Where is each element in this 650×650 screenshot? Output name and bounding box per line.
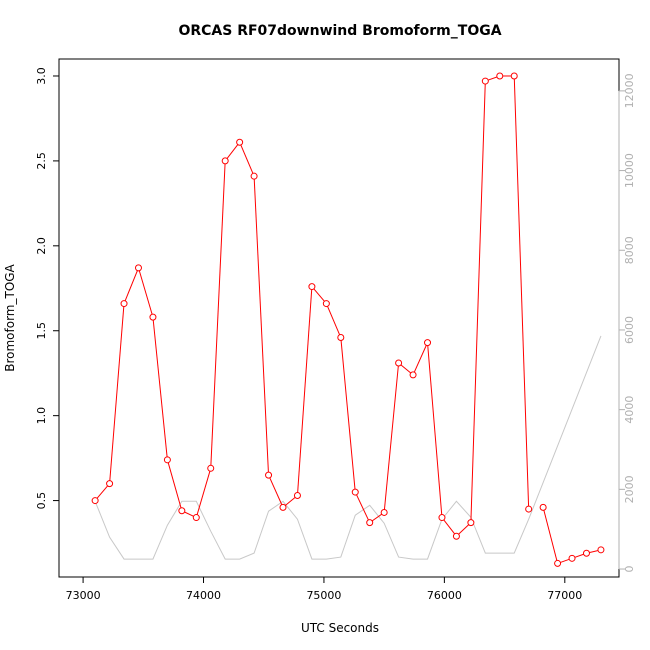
y2-tick-label: 0: [623, 566, 636, 573]
bromoform-point: [554, 559, 562, 567]
x-tick-label: 77000: [547, 589, 582, 602]
y-tick-label: 0.5: [35, 492, 48, 510]
bromoform-point: [250, 172, 258, 180]
bromoform-point: [467, 519, 475, 527]
y-tick-label: 2.0: [35, 237, 48, 255]
bromoform-point: [510, 72, 518, 80]
bromoform-line-segment: [354, 491, 371, 523]
bromoform-point: [395, 359, 403, 367]
bromoform-point: [496, 72, 504, 80]
y-tick-label: 3.0: [35, 67, 48, 85]
bromoform-line-segment: [253, 176, 270, 476]
plot-box: [58, 58, 620, 578]
bromoform-point: [380, 508, 388, 516]
x-tick-label: 74000: [186, 589, 221, 602]
bromoform-point: [293, 491, 301, 499]
bromoform-point: [207, 464, 215, 472]
bromoform-line-segment: [195, 468, 212, 518]
bromoform-point: [424, 339, 432, 347]
bromoform-point: [322, 300, 330, 308]
bromoform-line-segment: [239, 142, 255, 177]
bromoform-line-segment: [513, 75, 530, 510]
bromoform-point: [236, 138, 244, 146]
bromoform-point: [279, 503, 287, 511]
y-tick-label: 1.0: [35, 407, 48, 425]
series-layer: [91, 72, 605, 567]
bromoform-line-segment: [325, 303, 342, 338]
bromoform-point: [525, 505, 533, 513]
bromoform-point: [163, 456, 171, 464]
y-tick-label: 1.5: [35, 322, 48, 340]
altitude-series-line: [94, 335, 602, 560]
bromoform-point: [134, 264, 142, 272]
bromoform-line-segment: [340, 337, 356, 493]
bromoform-line-segment: [109, 303, 125, 484]
x-tick-label: 75000: [306, 589, 341, 602]
y-axis: 0.5 1.0 1.5 2.0 2.5 3.0: [35, 67, 60, 510]
y2-axis: 0 2000 4000 6000 8000 10000 12000: [618, 73, 636, 573]
bromoform-line-segment: [224, 141, 241, 162]
bromoform-line-segment: [542, 507, 559, 564]
bromoform-line-segment: [166, 459, 183, 511]
bromoform-point: [582, 549, 590, 557]
bromoform-point: [366, 519, 374, 527]
bromoform-point: [481, 77, 489, 85]
bromoform-line-segment: [138, 267, 154, 318]
y-tick-label: 2.5: [35, 152, 48, 170]
chart-title: ORCAS RF07downwind Bromoform_TOGA: [178, 23, 501, 39]
bromoform-line-segment: [470, 81, 486, 523]
y2-tick-label: 8000: [623, 236, 636, 264]
bromoform-line-segment: [296, 286, 313, 496]
bromoform-point: [178, 507, 186, 515]
bromoform-line-segment: [412, 342, 428, 376]
bromoform-point: [192, 514, 200, 522]
y-axis-label: Bromoform_TOGA: [3, 263, 17, 371]
bromoform-point: [568, 554, 576, 562]
bromoform-line-segment: [427, 342, 443, 518]
bromoform-point: [597, 546, 605, 554]
y2-tick-label: 2000: [623, 475, 636, 503]
bromoform-line-segment: [311, 286, 327, 304]
bromoform-line-segment: [94, 483, 110, 501]
bromoform-point: [149, 313, 157, 321]
bromoform-point: [120, 300, 128, 308]
y2-tick-label: 6000: [623, 316, 636, 344]
bromoform-point: [452, 532, 460, 540]
bromoform-line-segment: [210, 160, 226, 469]
y2-tick-label: 10000: [623, 153, 636, 188]
bromoform-point: [438, 514, 446, 522]
bromoform-point: [221, 157, 229, 165]
bromoform-point: [409, 371, 417, 379]
x-tick-label: 76000: [427, 589, 462, 602]
y2-tick-label: 12000: [623, 73, 636, 108]
x-tick-label: 73000: [66, 589, 101, 602]
bromoform-point: [91, 497, 99, 505]
y2-tick-label: 4000: [623, 396, 636, 424]
bromoform-line-segment: [152, 317, 168, 460]
bromoform-point: [308, 283, 316, 291]
bromoform-point: [351, 488, 359, 496]
bromoform-point: [106, 480, 114, 488]
bromoform-line-segment: [268, 474, 284, 508]
x-axis: 73000 74000 75000 76000 77000: [66, 576, 582, 602]
bromoform-line-segment: [383, 362, 400, 513]
bromoform-point: [539, 503, 547, 511]
bromoform-line-segment: [123, 267, 139, 304]
bromoform-line-segment: [441, 517, 457, 537]
bromoform-point: [265, 471, 273, 479]
bromoform-point: [337, 334, 345, 342]
x-axis-label: UTC Seconds: [301, 621, 379, 635]
